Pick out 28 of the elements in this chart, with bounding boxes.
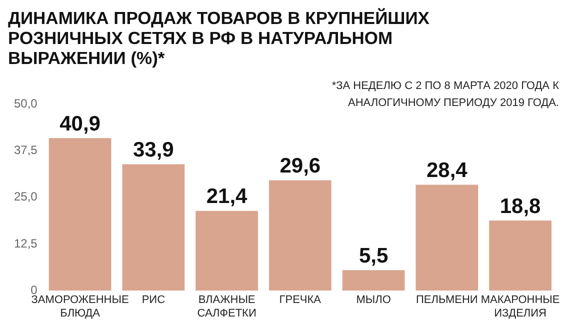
bar bbox=[342, 270, 405, 291]
x-tick-label: ЗАМОРОЖЕННЫЕ БЛЮДА bbox=[31, 294, 129, 320]
chart-title: ДИНАМИКА ПРОДАЖ ТОВАРОВ В КРУПНЕЙШИХ РОЗНИЧНЫХ СЕТЯХ В РФ В НАТУРАЛЬНОМ ВЫРАЖЕНИИ (%)* bbox=[8, 8, 430, 68]
data-label: 29,6 bbox=[280, 154, 321, 178]
bar bbox=[196, 210, 258, 291]
x-tick-label: РИС bbox=[142, 294, 166, 306]
data-label: 21,4 bbox=[206, 185, 248, 208]
bar bbox=[268, 180, 332, 291]
y-tick-label: 25,0 bbox=[14, 190, 38, 204]
y-tick-label: 50,0 bbox=[14, 96, 38, 111]
data-label: 5,5 bbox=[358, 244, 388, 268]
bar bbox=[48, 138, 112, 291]
x-tick-label: ГРЕЧКА bbox=[279, 294, 322, 306]
x-tick-label: ПЕЛЬМЕНИ bbox=[416, 294, 478, 306]
x-tick-label: ВЛАЖНЫЕ САЛФЕТКИ bbox=[197, 294, 256, 320]
x-tick-label: МЫЛО bbox=[356, 294, 392, 306]
data-label: 28,4 bbox=[426, 159, 468, 182]
y-tick-label: 0 bbox=[30, 282, 38, 297]
data-label: 18,8 bbox=[500, 194, 542, 218]
y-tick-label: 12,5 bbox=[14, 236, 38, 250]
annotation: *ЗА НЕДЕЛЮ С 2 ПО 8 МАРТА 2020 ГОДА К АНАЛОГИЧНОМУ ПЕРИОДУ 2019 ГОДА. bbox=[330, 79, 559, 111]
bar bbox=[416, 184, 478, 291]
data-label: 33,9 bbox=[132, 138, 174, 162]
bar bbox=[122, 164, 185, 291]
x-tick-label: МАКАРОННЫЕ ИЗДЕЛИЯ bbox=[480, 294, 560, 320]
data-label: 40,9 bbox=[60, 112, 100, 136]
y-tick-label: 37,5 bbox=[14, 143, 38, 158]
bar bbox=[489, 220, 552, 291]
